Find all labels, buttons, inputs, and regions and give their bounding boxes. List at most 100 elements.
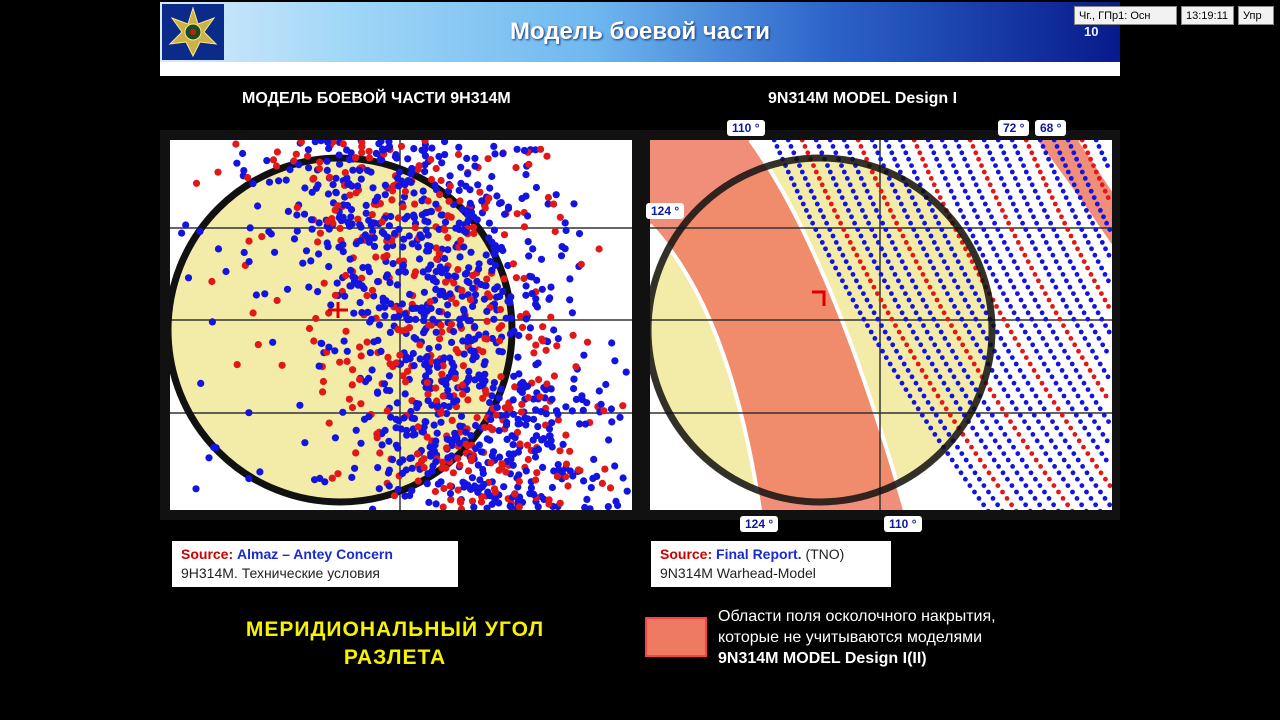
fragment-point — [456, 197, 464, 205]
fragment-point — [945, 182, 951, 188]
fragment-point — [939, 355, 945, 360]
fragment-point — [1029, 387, 1035, 392]
fragment-point — [1060, 156, 1065, 162]
fragment-point — [872, 176, 878, 181]
fragment-point — [810, 220, 815, 226]
fragment-point — [486, 399, 494, 407]
fragment-point — [192, 179, 201, 187]
fragment-point — [381, 181, 389, 189]
fragment-point — [982, 201, 988, 207]
fragment-point — [934, 156, 939, 162]
fragment-point — [885, 310, 891, 316]
fragment-point — [212, 444, 220, 452]
fragment-point — [893, 323, 898, 328]
fragment-point — [1105, 195, 1111, 200]
fragment-point — [1089, 323, 1094, 328]
fragment-point — [404, 155, 412, 163]
fragment-point — [331, 291, 339, 299]
fragment-point — [855, 169, 861, 175]
fragment-point — [1092, 304, 1097, 309]
fragment-point — [1089, 457, 1095, 463]
fragment-point — [941, 380, 947, 386]
fragment-point — [978, 438, 984, 444]
fragment-point — [468, 497, 477, 505]
fragment-point — [948, 156, 953, 162]
angle-label-top-68: 68 ° — [1035, 120, 1067, 136]
fragment-point — [441, 151, 449, 159]
right-chart-canvas — [650, 140, 1112, 520]
fragment-point — [1043, 451, 1049, 456]
fragment-point — [993, 195, 999, 200]
fragment-point — [381, 303, 389, 311]
fragment-point — [1061, 515, 1066, 520]
fragment-point — [470, 503, 478, 510]
fragment-point — [307, 216, 316, 224]
fragment-point — [864, 188, 870, 194]
fragment-point — [418, 233, 426, 241]
fragment-point — [973, 316, 979, 322]
fragment-point — [970, 336, 976, 341]
fragment-point — [449, 469, 457, 477]
fragment-point — [925, 400, 931, 405]
fragment-point — [302, 247, 311, 255]
fragment-point — [438, 328, 446, 336]
fragment-point — [1045, 412, 1051, 418]
fragment-point — [385, 222, 393, 230]
fragment-point — [1033, 393, 1039, 399]
fragment-point — [1098, 508, 1103, 510]
fragment-point — [855, 140, 861, 143]
fragment-point — [284, 207, 292, 215]
fragment-point — [1075, 457, 1081, 463]
fragment-point — [1041, 406, 1047, 412]
fragment-point — [994, 419, 999, 424]
fragment-point — [570, 375, 578, 383]
fragment-point — [411, 268, 420, 276]
fragment-point — [997, 284, 1003, 290]
fragment-point — [921, 323, 926, 328]
fragment-point — [441, 254, 449, 263]
fragment-point — [1001, 316, 1007, 322]
fragment-point — [464, 377, 472, 385]
fragment-point — [906, 297, 912, 303]
control-button[interactable]: Упр — [1238, 6, 1274, 25]
fragment-point — [478, 197, 486, 205]
fragment-point — [398, 300, 406, 308]
fragment-point — [1079, 227, 1085, 232]
fragment-point — [440, 354, 448, 362]
fragment-point — [938, 304, 943, 309]
status-mode-field[interactable]: Чг., ГПр1: Осн — [1074, 6, 1177, 25]
fragment-point — [331, 206, 339, 214]
fragment-point — [1039, 284, 1045, 290]
fragment-point — [1010, 201, 1016, 207]
fragment-point — [984, 233, 990, 239]
fragment-point — [410, 415, 419, 423]
fragment-point — [938, 278, 943, 284]
fragment-point — [969, 259, 975, 264]
fragment-point — [797, 163, 802, 168]
fragment-point — [410, 145, 418, 153]
fragment-point — [375, 321, 384, 329]
fragment-point — [1034, 348, 1039, 354]
fragment-point — [899, 380, 905, 386]
fragment-point — [1034, 438, 1040, 444]
fragment-point — [343, 347, 351, 355]
fragment-point — [365, 216, 373, 224]
fragment-point — [819, 182, 825, 188]
fragment-point — [445, 403, 453, 411]
fragment-point — [316, 474, 324, 482]
angle-label-bottom-110: 110 ° — [884, 516, 922, 532]
fragment-point — [905, 214, 910, 220]
fragment-point — [865, 323, 870, 328]
fragment-point — [502, 468, 510, 476]
fragment-point — [254, 341, 262, 349]
fragment-point — [885, 284, 891, 290]
fragment-point — [1088, 272, 1094, 277]
fragment-point — [522, 315, 530, 323]
fragment-point — [482, 389, 490, 397]
fragment-point — [976, 297, 982, 303]
fragment-point — [432, 164, 440, 173]
fragment-point — [1011, 444, 1016, 450]
fragment-point — [433, 255, 441, 263]
fragment-point — [431, 441, 439, 449]
fragment-point — [1010, 464, 1015, 469]
